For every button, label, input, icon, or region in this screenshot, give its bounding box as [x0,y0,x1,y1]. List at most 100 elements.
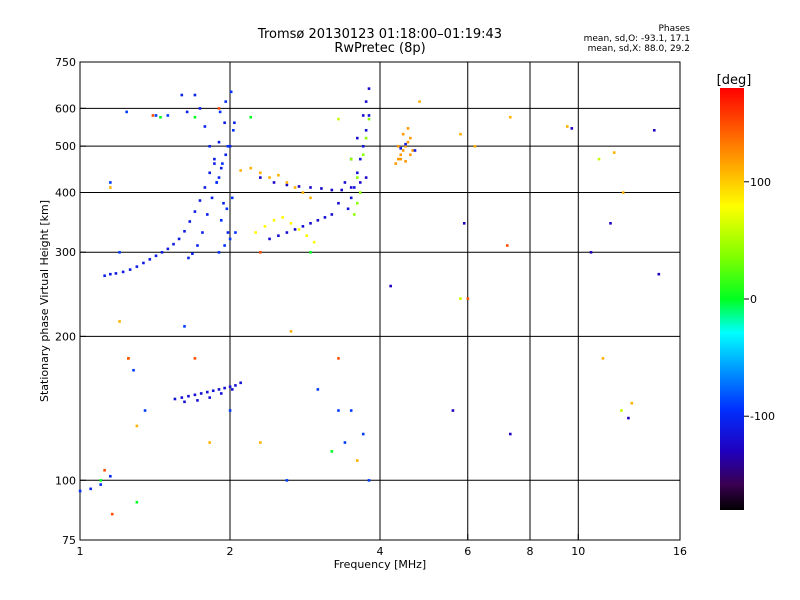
data-point [459,297,462,300]
data-point [225,207,229,211]
data-point [177,237,181,241]
data-point [404,144,407,148]
data-point [272,181,276,184]
data-point [224,100,228,103]
colorbar-ticks: 100 0 -100 [744,176,775,423]
data-point [109,186,112,189]
data-point [609,222,612,225]
x-tick-label: 16 [673,545,687,558]
data-point [316,388,320,391]
x-axis-label: Frequency [MHz] [334,558,426,571]
data-point [110,512,114,516]
data-point [239,169,242,172]
data-point [367,87,371,90]
data-point [172,242,175,246]
data-point [352,186,356,189]
data-point [330,213,334,216]
chart-title: Tromsø 20130123 01:18:00–01:19:43 [257,27,503,42]
data-point [109,474,112,478]
data-point [285,231,289,234]
data-point [259,176,262,179]
data-point [399,147,403,150]
data-point [196,244,199,247]
data-point [404,160,407,163]
data-point [330,188,334,192]
data-point [208,441,211,444]
data-point [355,201,359,205]
data-point [309,196,312,200]
x-tick-label: 8 [527,545,534,558]
data-point [259,251,262,254]
data-point [213,157,216,161]
data-point [187,394,190,398]
x-tick-label: 4 [377,545,384,558]
grid [80,62,680,540]
data-point [268,237,271,241]
data-point [211,389,215,393]
data-point [411,149,414,152]
data-point [203,186,207,189]
data-point [219,219,223,222]
data-point [285,183,289,187]
data-point [346,207,350,211]
data-point [151,114,155,117]
data-point [404,142,407,146]
data-point [597,157,601,161]
data-point [406,140,410,144]
data-point [230,196,234,200]
data-point [301,191,305,194]
data-point [396,157,400,161]
data-point [409,136,412,140]
data-point [337,201,340,205]
data-point [226,231,230,234]
x-axis: 1 2 4 6 8 10 16 [77,534,687,558]
data-point [349,196,353,200]
data-point [289,222,293,225]
data-point [205,390,209,394]
data-point [114,272,118,275]
data-point [249,115,253,119]
data-point [367,479,371,482]
data-point [285,181,289,184]
data-point [272,219,276,222]
data-point [221,162,224,165]
data-point [154,114,158,117]
data-point [193,210,197,213]
data-point [352,213,356,216]
data-point [337,357,340,360]
data-point [309,222,312,225]
phase-stats-o: mean, sd,O: -93.1, 17.1 [583,34,690,44]
data-point [132,368,135,372]
data-point [219,392,223,395]
data-point [612,151,616,154]
data-point [355,176,359,179]
data-point [364,128,368,132]
data-point [239,381,242,385]
data-point [125,110,128,114]
data-point [630,401,634,405]
data-point [355,171,359,175]
data-point [208,144,211,148]
data-point [589,251,593,254]
data-point [118,251,121,254]
data-point [160,251,164,254]
data-point [293,186,297,189]
data-point [205,213,209,216]
data-point [193,393,197,397]
data-point [473,144,477,148]
data-point [193,357,197,360]
data-point [508,432,512,436]
x-tick-label: 10 [571,545,585,558]
data-point [217,388,221,391]
data-point [198,107,202,110]
data-point [367,117,371,121]
data-point [462,222,466,225]
y-tick-label: 600 [55,102,76,115]
data-point [337,409,340,412]
data-point [330,450,334,453]
data-point [401,149,405,152]
data-point [320,187,323,190]
data-point [601,357,605,360]
data-point [413,149,417,152]
data-point [652,128,656,132]
